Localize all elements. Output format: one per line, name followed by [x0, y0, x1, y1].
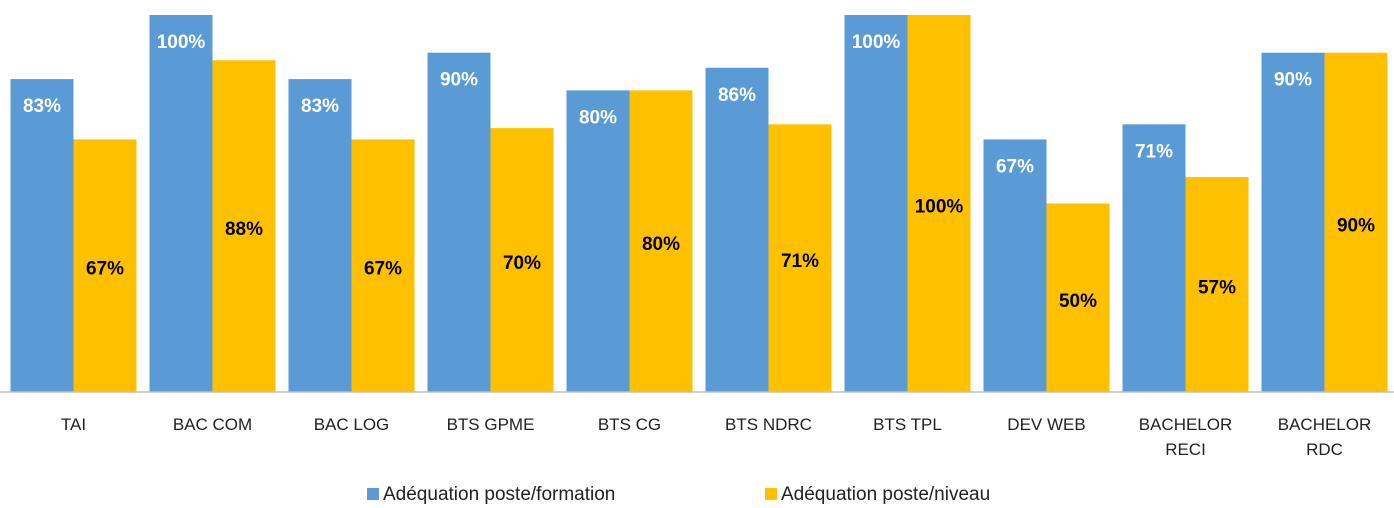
bar [1122, 124, 1186, 392]
data-label: 88% [225, 219, 263, 240]
data-label: 86% [718, 85, 756, 106]
bar [907, 15, 971, 392]
x-tick-label: BTS NDRC [725, 415, 812, 434]
bar [768, 124, 832, 392]
x-tick-label: BTS CG [597, 415, 662, 434]
x-tick-label: TAI [60, 415, 87, 434]
bar [1046, 203, 1110, 392]
x-tick-label: BAC LOG [313, 415, 390, 434]
legend-label: Adéquation poste/niveau [781, 484, 990, 505]
data-label: 100% [157, 32, 206, 53]
data-label: 90% [440, 70, 478, 91]
bar [844, 15, 908, 392]
legend-swatch [367, 488, 379, 500]
bar [629, 90, 693, 393]
legend-swatch [765, 488, 777, 500]
bar [1324, 52, 1388, 392]
data-label: 83% [301, 96, 339, 117]
x-tick-label: BACHELOR RECI [1138, 415, 1233, 459]
bar [288, 79, 352, 392]
bar [705, 67, 769, 392]
x-tick-label: BTS TPL [873, 415, 942, 434]
x-tick-label: BAC COM [172, 415, 253, 434]
data-label: 80% [579, 107, 617, 128]
data-label: 90% [1274, 70, 1312, 91]
data-label: 67% [86, 259, 124, 280]
bar [427, 52, 491, 392]
data-label: 71% [781, 251, 819, 272]
x-tick-label: BACHELOR RDC [1277, 415, 1372, 459]
data-label: 70% [503, 253, 541, 274]
data-label: 67% [364, 259, 402, 280]
data-label: 100% [915, 197, 964, 218]
bar [351, 139, 415, 392]
data-label: 50% [1059, 291, 1097, 312]
legend-label: Adéquation poste/formation [383, 484, 615, 505]
bar [73, 139, 137, 392]
data-label: 71% [1135, 141, 1173, 162]
bar [1185, 177, 1249, 392]
data-label: 90% [1337, 215, 1375, 236]
data-label: 83% [23, 96, 61, 117]
bar [10, 79, 74, 392]
bar [212, 60, 276, 393]
data-label: 100% [852, 32, 901, 53]
data-label: 57% [1198, 278, 1236, 299]
bar [983, 139, 1047, 392]
x-tick-label: DEV WEB [1007, 415, 1086, 434]
bar [566, 90, 630, 393]
bar [1261, 52, 1325, 392]
bar [149, 15, 213, 392]
x-tick-label: BTS GPME [446, 415, 535, 434]
data-label: 67% [996, 156, 1034, 177]
data-label: 80% [642, 234, 680, 255]
bar [490, 128, 554, 392]
